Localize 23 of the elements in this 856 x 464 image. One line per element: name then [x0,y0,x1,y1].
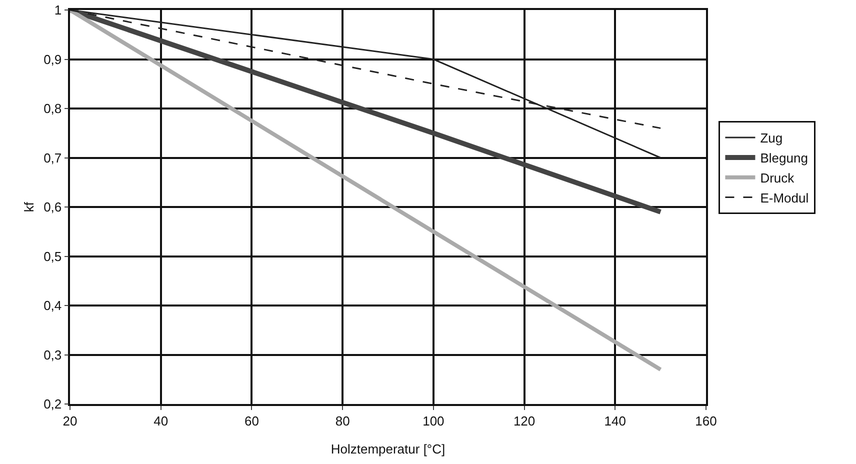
y-tick-label: 0,4 [44,298,62,314]
x-tick-label: 40 [154,413,168,428]
y-tick-label: 0,9 [44,52,62,67]
y-tick-label: 0,5 [44,248,62,264]
y-tick-label: 0,8 [44,101,62,116]
legend-label: E-Modul [760,190,809,206]
x-tick-label: 80 [335,413,350,428]
x-tick-label: 100 [422,413,444,428]
y-tick-label: 0,6 [44,200,62,215]
legend-label: Druck [760,170,795,186]
x-tick-label: 20 [62,413,78,428]
x-tick-label: 60 [244,413,259,428]
x-tick-label: 140 [604,413,626,428]
y-tick-label: 0,7 [44,150,62,166]
y-tick-label: 1 [54,2,62,18]
x-axis-title: Holztemperatur [°C] [330,442,446,456]
x-tick-label: 160 [695,413,717,428]
legend-label: Blegung [760,150,808,166]
x-tick-label: 120 [513,413,536,428]
y-axis-title: kf [22,202,36,212]
y-tick-label: 0,3 [44,347,62,362]
legend-label: Zug [760,130,783,146]
y-tick-label: 0,2 [44,396,62,412]
